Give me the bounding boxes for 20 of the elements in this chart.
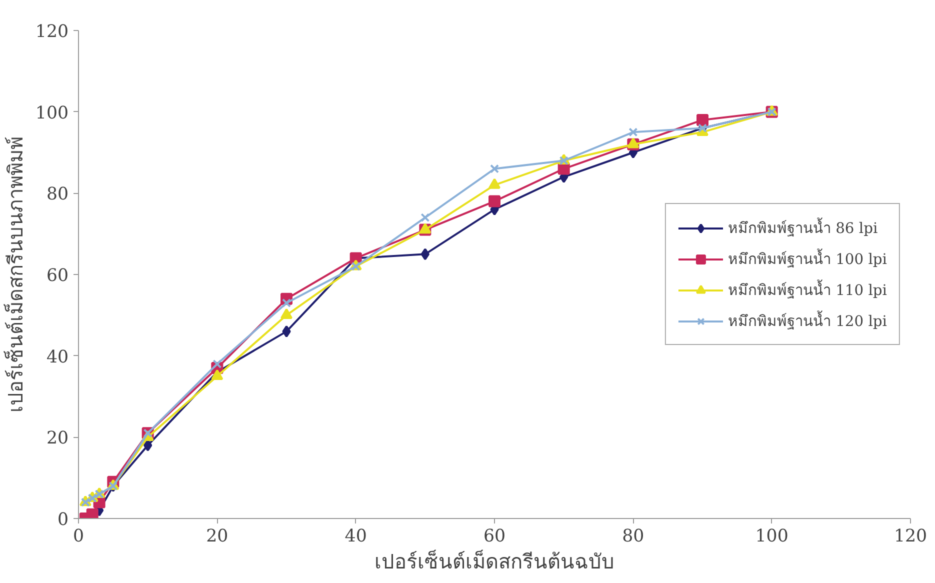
- y-tick-label: 20: [46, 428, 69, 449]
- y-tick-label: 100: [35, 103, 69, 124]
- x-axis-title: เปอร์เซ็นต์เม็ดสกรีนต้นฉบับ: [374, 548, 614, 574]
- y-tick-label: 40: [46, 347, 69, 368]
- x-tick-label: 20: [206, 526, 228, 546]
- x-tick-label: 100: [755, 526, 788, 546]
- y-tick-label: 60: [46, 266, 69, 286]
- legend-label: หมึกพิมพ์ฐานน้ำ 86 lpi: [728, 216, 878, 239]
- legend-label: หมึกพิมพ์ฐานน้ำ 120 lpi: [728, 310, 887, 332]
- legend-label: หมึกพิมพ์ฐานน้ำ 100 lpi: [728, 248, 887, 270]
- y-tick-label: 80: [46, 184, 69, 205]
- y-tick-label: 0: [57, 510, 69, 530]
- x-tick-label: 80: [622, 526, 644, 546]
- x-tick-label: 120: [894, 526, 928, 546]
- x-tick-label: 40: [344, 526, 367, 546]
- legend-label: หมึกพิมพ์ฐานน้ำ 110 lpi: [728, 278, 887, 301]
- y-axis-title: เปอร์เซ็นต์เม็ดสกรีนบนภาพพิมพ์: [2, 136, 28, 412]
- y-tick-label: 120: [35, 22, 69, 42]
- x-tick-label: 0: [72, 526, 84, 546]
- x-tick-label: 60: [483, 526, 506, 546]
